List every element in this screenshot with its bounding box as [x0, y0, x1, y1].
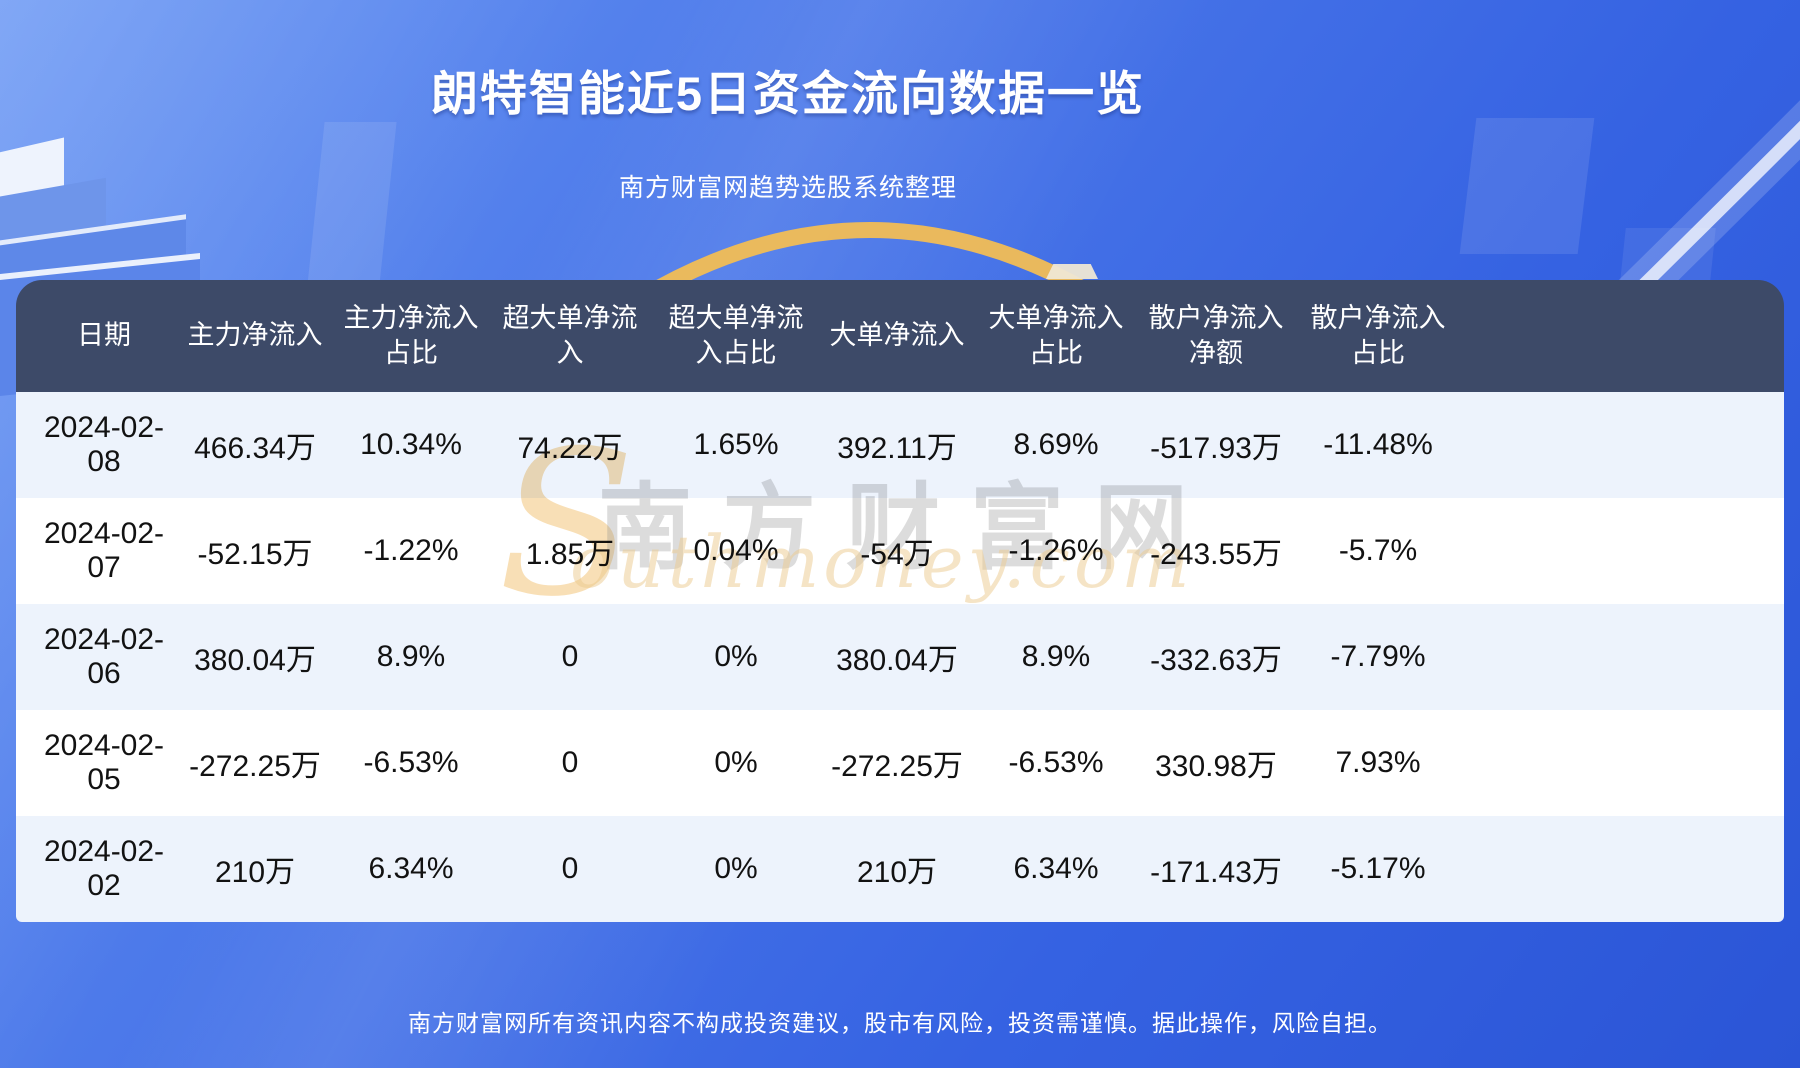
table-cell: 2024-02-02	[43, 835, 165, 902]
disclaimer-text: 南方财富网所有资讯内容不构成投资建议，股市有风险，投资需谨慎。据此操作，风险自担…	[408, 1010, 1392, 1036]
fund-flow-table: 日期 主力净流入 主力净流入 占比 超大单净流 入超大单净流 入占比 大单净流入 大单净流…	[16, 280, 1784, 922]
table-cell: 0.04%	[693, 534, 779, 567]
table-cell: -6.53%	[363, 746, 459, 779]
table-cell: -5.7%	[1338, 534, 1418, 567]
table-header-row: 日期 主力净流入 主力净流入 占比 超大单净流 入超大单净流 入占比 大单净流入 大单净流…	[16, 280, 1784, 392]
table-cell: -1.22%	[363, 534, 459, 567]
table-cell: -272.25万	[189, 750, 321, 783]
table-cell: 6.34%	[368, 852, 454, 885]
table-cell: -52.15万	[197, 538, 313, 571]
page-subtitle: 南方财富网趋势选股系统整理	[618, 174, 957, 202]
table-cell: 380.04万	[836, 644, 958, 677]
table-cell: 466.34万	[194, 432, 316, 465]
table-cell: -54万	[860, 538, 934, 571]
table-cell: 10.34%	[360, 428, 462, 461]
column-header: 散户净流入 占比	[1310, 302, 1446, 368]
table-cell: 7.93%	[1335, 746, 1421, 779]
table-cell: 1.65%	[693, 428, 779, 461]
column-header: 超大单净流 入占比	[668, 302, 804, 368]
table-cell: -332.63万	[1150, 644, 1282, 677]
table-cell: 6.34%	[1013, 852, 1099, 885]
column-header: 大单净流入 占比	[988, 302, 1124, 368]
table-cell: 8.9%	[1021, 640, 1091, 673]
table-row: 2024-02-08 466.34万 10.34% 74.22万 1.65% 392.11…	[16, 392, 1784, 498]
table-row: 2024-02-02 210万 6.34% 0 0% 210万 6.34% -171.43万 -…	[16, 816, 1784, 922]
table-cell: 8.69%	[1013, 428, 1099, 461]
table-cell: 0	[561, 852, 579, 885]
page-title: 朗特智能近5日资金流向数据一览	[430, 67, 1146, 120]
column-header: 散户净流入 净额	[1148, 302, 1284, 368]
table-cell: -5.17%	[1330, 852, 1426, 885]
hero-header: 朗特智能近5日资金流向数据一览 南方财富网趋势选股系统整理	[0, 0, 1576, 204]
table-cell: -11.48%	[1323, 428, 1433, 461]
table-cell: 74.22万	[517, 432, 623, 465]
table-cell: -243.55万	[1150, 538, 1282, 571]
table-cell: -272.25万	[831, 750, 963, 783]
table-body: 2024-02-08 466.34万 10.34% 74.22万 1.65% 392.11…	[16, 392, 1784, 922]
table-cell: 1.85万	[525, 538, 615, 571]
table-cell: 2024-02-08	[43, 411, 165, 478]
table-cell: 392.11万	[837, 432, 957, 465]
column-header: 超大单净流 入	[502, 302, 638, 368]
table-cell: 0%	[714, 640, 758, 673]
table-cell: 0	[561, 640, 579, 673]
table-cell: 8.9%	[376, 640, 446, 673]
table-cell: -7.79%	[1330, 640, 1426, 673]
table-cell: -171.43万	[1150, 856, 1282, 889]
column-header: 主力净流入	[187, 320, 323, 351]
table-cell: 330.98万	[1155, 750, 1277, 783]
table-cell: 0%	[714, 852, 758, 885]
table-row: 2024-02-05 -272.25万 -6.53% 0 0% -272.25万 -6.53…	[16, 710, 1784, 816]
table-cell: -1.26%	[1008, 534, 1104, 567]
table-cell: 2024-02-06	[43, 623, 165, 690]
table-row: 2024-02-06 380.04万 8.9% 0 0% 380.04万 8.9% -332.…	[16, 604, 1784, 710]
table-cell: 2024-02-05	[43, 729, 165, 796]
table-cell: 210万	[856, 856, 938, 889]
table-cell: 0%	[714, 746, 758, 779]
table-row: 2024-02-07 -52.15万 -1.22% 1.85万 0.04% -54万 -1.…	[16, 498, 1784, 604]
table-cell: 2024-02-07	[43, 517, 165, 584]
table-cell: -6.53%	[1008, 746, 1104, 779]
table-cell: 210万	[214, 856, 296, 889]
table-cell: 380.04万	[194, 644, 316, 677]
column-header: 主力净流入 占比	[343, 302, 479, 368]
table-cell: 0	[561, 746, 579, 779]
column-header: 日期	[77, 320, 131, 351]
column-header: 大单净流入	[829, 320, 965, 351]
table-cell: -517.93万	[1150, 432, 1282, 465]
trapezoid-decoration	[1046, 264, 1098, 279]
